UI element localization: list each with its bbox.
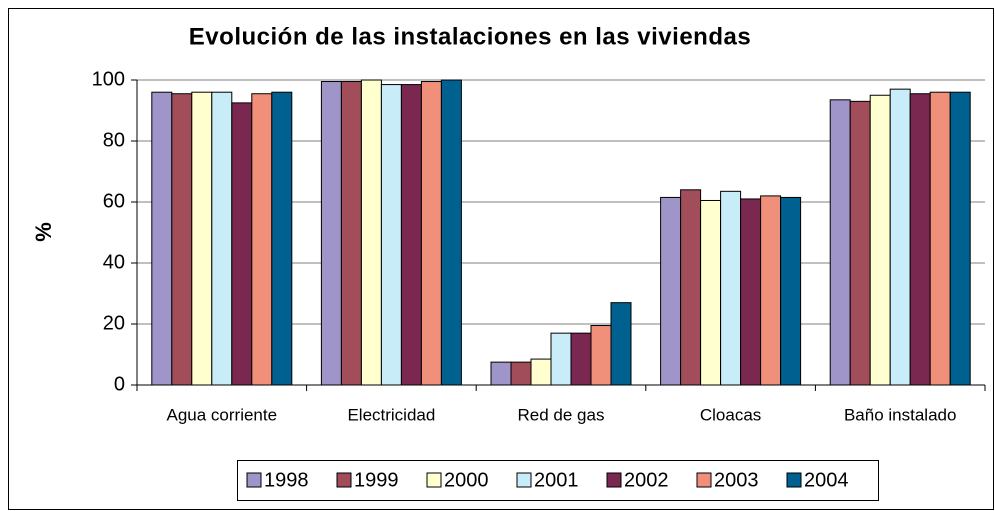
chart-title: Evolución de las instalaciones en las vi… [189,23,751,50]
legend-swatch [246,472,262,488]
bar [550,332,572,386]
bar [231,102,253,386]
bar [829,99,851,386]
legend-label: 2003 [714,469,759,491]
legend-swatch [336,472,352,488]
bar [530,358,552,386]
bar [380,84,402,386]
bar [400,84,422,386]
x-tick-label: Baño instalado [844,405,956,424]
x-tick-label: Agua corriente [167,405,278,424]
bar [191,91,213,386]
bar [171,93,193,386]
bar [340,81,362,386]
bar [320,81,342,386]
y-tick-label: 60 [103,190,125,212]
bar [869,94,891,386]
legend-swatch [606,472,622,488]
legend-label: 2002 [624,469,669,491]
legend-label: 1998 [264,469,309,491]
bar [680,189,702,386]
bar [610,302,632,386]
x-tick-label: Red de gas [518,405,605,424]
y-tick-label: 40 [103,251,125,273]
bar [909,93,931,386]
bar [570,332,592,386]
bar [889,88,911,386]
bar [590,325,612,386]
bar [420,81,442,386]
legend-swatch [516,472,532,488]
y-tick-label: 0 [114,373,125,395]
x-tick-label: Cloacas [700,405,761,424]
bar [849,100,871,386]
legend-swatch [696,472,712,488]
bar [929,91,951,386]
bar [949,91,971,386]
bar [740,198,762,386]
bar [490,361,512,386]
legend-label: 1999 [354,469,399,491]
bar [360,79,382,386]
bar [720,190,742,386]
y-tick-label: 100 [92,68,125,90]
bar [440,79,462,386]
bar [510,361,532,386]
bar [271,91,293,386]
y-axis-label: % [31,222,56,242]
legend-label: 2000 [444,469,489,491]
bar [700,199,722,386]
bar [780,196,802,386]
y-tick-label: 80 [103,129,125,151]
bar [211,91,233,386]
bar [251,93,273,386]
legend-label: 2001 [534,469,579,491]
legend-swatch [426,472,442,488]
y-tick-label: 20 [103,312,125,334]
bar [151,91,173,386]
bar [660,196,682,386]
x-tick-label: Electricidad [347,405,435,424]
bar [760,195,782,386]
legend-label: 2004 [804,469,849,491]
legend-swatch [786,472,802,488]
